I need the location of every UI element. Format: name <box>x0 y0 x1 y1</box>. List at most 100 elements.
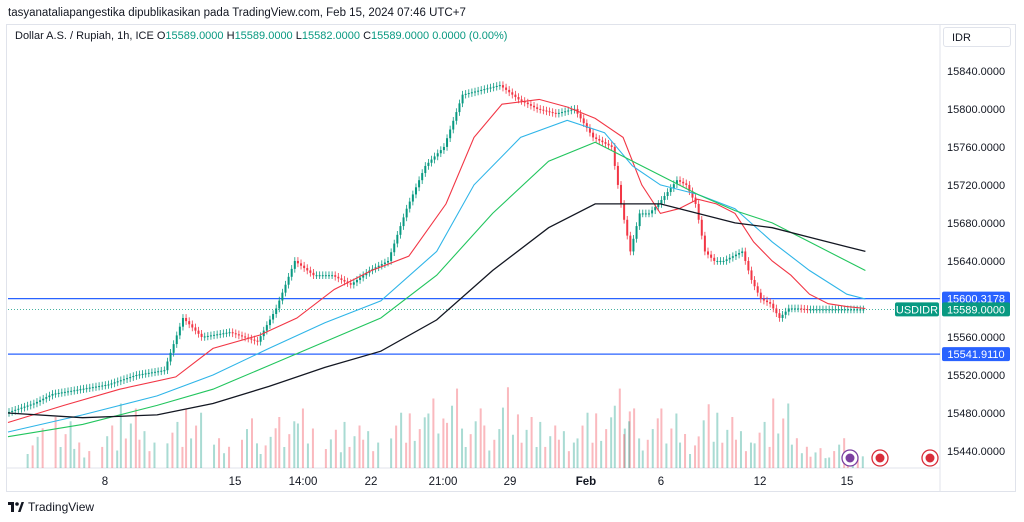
candle-body <box>784 311 787 315</box>
candle-body <box>464 93 467 95</box>
volume-bar <box>838 444 841 468</box>
candle-body <box>700 219 703 236</box>
candle-body <box>707 251 709 255</box>
candle-body <box>439 150 442 154</box>
candle-body <box>154 371 157 373</box>
candle-body <box>660 199 663 204</box>
x-tick-label: 6 <box>658 476 664 488</box>
candle-body <box>753 279 756 287</box>
volume-bar <box>176 421 179 468</box>
candle-body <box>803 308 806 310</box>
volume-bar <box>446 422 449 468</box>
candle-body <box>514 94 517 98</box>
candle-body <box>557 112 560 114</box>
symbol-label: Dollar A.S. / Rupiah, 1h, ICE <box>15 30 154 42</box>
volume-bar <box>646 439 649 468</box>
symbol-badge: USDIDR <box>896 304 938 316</box>
volume-bar <box>539 421 542 468</box>
candle-body <box>225 332 228 334</box>
candle-body <box>613 146 616 166</box>
candle-body <box>253 339 256 341</box>
volume-bar <box>697 436 700 468</box>
candle-body <box>287 276 290 285</box>
volume-bar <box>824 458 827 468</box>
candle-body <box>188 321 191 325</box>
candle-body <box>393 243 396 253</box>
candle-body <box>560 112 563 114</box>
candle-body <box>610 145 613 147</box>
low-value: 15582.0000 <box>301 30 360 42</box>
volume-bar <box>343 421 346 468</box>
volume-bar <box>768 446 771 468</box>
candle-body <box>200 333 203 337</box>
chart-frame[interactable] <box>6 24 1016 492</box>
candle-body <box>73 390 76 392</box>
candle-body <box>679 180 682 182</box>
high-value: 15589.0000 <box>234 30 293 42</box>
candle-body <box>598 139 601 141</box>
candle-body <box>20 407 23 409</box>
currency-selector[interactable]: IDR <box>943 27 1011 47</box>
volume-bar <box>651 429 654 468</box>
candle-body <box>604 142 607 144</box>
candle-body <box>290 268 293 277</box>
close-value: 15589.0000 <box>371 30 430 42</box>
volume-bar <box>605 429 608 468</box>
candle-body <box>741 251 744 254</box>
volume-bar <box>241 439 243 468</box>
volume-bar <box>684 434 687 468</box>
volume-bar <box>256 443 258 468</box>
candle-body <box>492 86 495 88</box>
candle-body <box>418 180 421 188</box>
candle-body <box>60 392 63 394</box>
event-icon-dot <box>845 453 855 463</box>
volume-bar <box>400 412 403 468</box>
volume-bar <box>716 412 719 468</box>
candle-body <box>359 277 362 280</box>
candle-body <box>480 89 483 91</box>
volume-bar <box>628 411 631 468</box>
volume-bar <box>525 429 528 468</box>
volume-bar <box>41 428 44 468</box>
candle-body <box>585 123 588 128</box>
candle-body <box>750 270 753 280</box>
volume-bar <box>442 418 445 468</box>
volume-bar <box>469 434 472 468</box>
candle-body <box>564 111 567 113</box>
volume-bar <box>562 431 565 468</box>
candle-body <box>191 324 194 328</box>
volume-bar <box>377 442 380 468</box>
candle-body <box>442 146 445 151</box>
volume-bar <box>218 438 221 468</box>
candle-body <box>731 256 734 258</box>
candle-body <box>489 87 492 89</box>
candle-body <box>396 234 399 244</box>
volume-bar <box>296 423 299 468</box>
candle-body <box>300 263 303 266</box>
volume-bar <box>166 443 169 468</box>
open-value: 15589.0000 <box>165 30 224 42</box>
volume-bar <box>623 434 626 468</box>
candle-body <box>806 309 809 311</box>
candle-body <box>790 308 793 310</box>
volume-bar <box>726 429 729 468</box>
volume-bar <box>753 443 756 468</box>
candle-body <box>797 308 800 310</box>
candle-body <box>607 143 610 146</box>
volume-bar <box>739 431 742 468</box>
volume-bar <box>613 405 616 468</box>
volume-bar <box>83 457 86 468</box>
volume-bar <box>324 449 327 468</box>
volume-bar <box>195 425 198 468</box>
candle-body <box>35 401 38 404</box>
volume-bar <box>828 457 831 468</box>
candle-body <box>119 380 122 382</box>
y-tick-label: 15480.0000 <box>947 408 1005 420</box>
volume-bar <box>787 403 790 468</box>
volume-bar <box>638 438 641 468</box>
y-tick-label: 15640.0000 <box>947 256 1005 268</box>
volume-bar <box>641 450 644 468</box>
candle-body <box>113 382 116 384</box>
candle-body <box>651 210 654 214</box>
